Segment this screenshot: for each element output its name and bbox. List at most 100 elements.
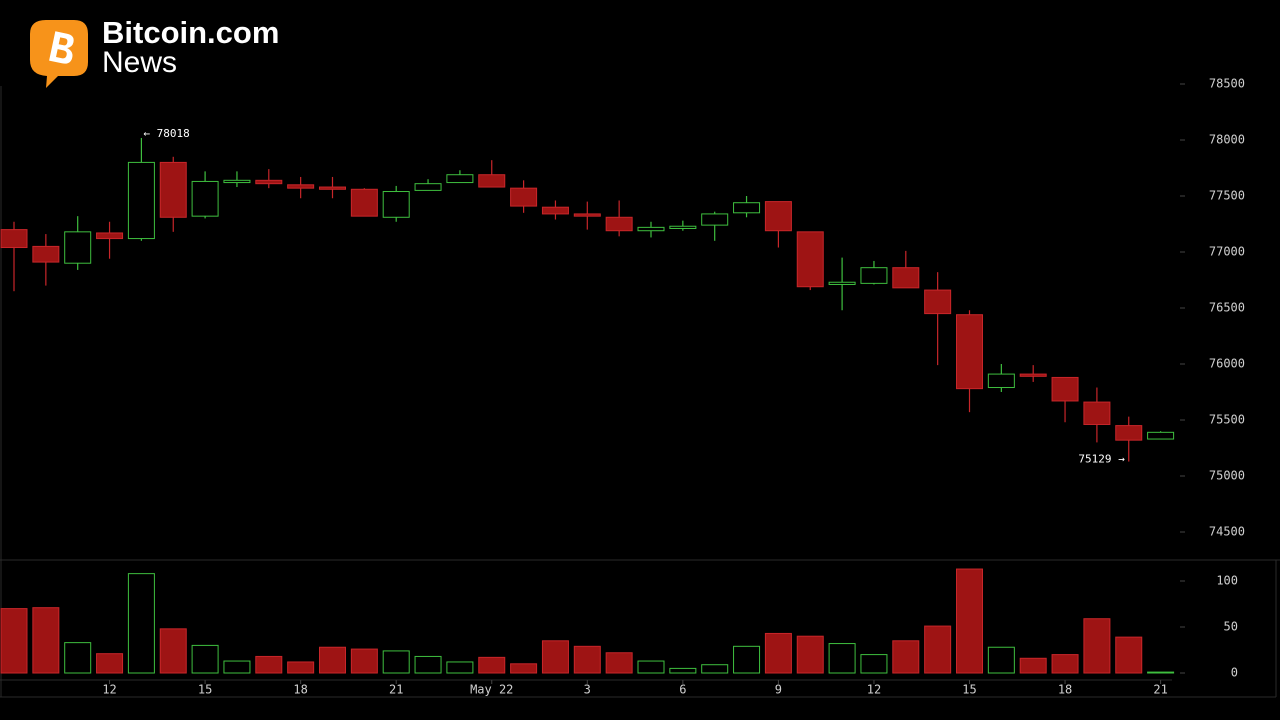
y-tick-label: 74500 [1209, 525, 1245, 539]
candle-body [892, 267, 920, 289]
candle-body [159, 161, 187, 218]
volume-bar [510, 663, 538, 674]
x-tick-label: 12 [867, 683, 881, 697]
y-tick-label: 100 [1216, 574, 1238, 588]
x-tick-label: 18 [1058, 683, 1072, 697]
volume-bar [414, 655, 442, 674]
candle-body [510, 187, 538, 207]
candle-body [733, 202, 761, 214]
volume-bar [1083, 618, 1111, 674]
candle-body [924, 289, 952, 315]
volume-bar [1147, 671, 1175, 674]
candle-body [987, 373, 1015, 389]
volume-bar [0, 608, 28, 674]
candle-body [64, 231, 92, 264]
volume-bar [573, 645, 601, 674]
volume-bar [1019, 657, 1047, 674]
candle-body [255, 179, 283, 185]
volume-bar [701, 664, 729, 674]
x-tick-label: 15 [198, 683, 212, 697]
candle-body [32, 245, 60, 263]
volume-bar [159, 628, 187, 674]
x-tick-label: 12 [102, 683, 116, 697]
volume-bar [32, 607, 60, 674]
candle-body [669, 225, 697, 229]
volume-bar [733, 645, 761, 674]
volume-bar [541, 640, 569, 674]
y-tick-label: 77500 [1209, 189, 1245, 203]
volume-bar [382, 650, 410, 674]
volume-bar [319, 646, 346, 674]
candle-body [319, 186, 346, 190]
volume-bar [255, 655, 283, 674]
y-tick-label: 75500 [1209, 413, 1245, 427]
volume-bar [350, 648, 378, 674]
volume-bar [127, 573, 155, 674]
candle-body [446, 174, 474, 184]
candle-body [637, 226, 665, 232]
volume-bar [796, 635, 824, 674]
y-tick-label: 76000 [1209, 357, 1245, 371]
candle-body [541, 206, 569, 215]
annotation: ← 78018 [143, 127, 189, 140]
candle-body [860, 267, 888, 284]
x-tick-label: 6 [679, 683, 686, 697]
candle-body [478, 174, 506, 188]
x-tick-label: 18 [293, 683, 307, 697]
volume-bar [637, 660, 665, 674]
candle-body [223, 179, 251, 184]
logo-badge [30, 20, 88, 88]
candle-body [287, 184, 315, 189]
candle-body [1051, 376, 1079, 402]
volume-bar [956, 568, 983, 674]
y-tick-label: 75000 [1209, 469, 1245, 483]
candle-body [828, 281, 856, 285]
volume-bar [96, 653, 124, 674]
candle-body [127, 161, 155, 240]
candle-body [764, 201, 792, 232]
x-tick-label: 3 [584, 683, 591, 697]
volume-bar [287, 661, 315, 674]
candle-body [956, 314, 983, 390]
brand: Bitcoin.com [102, 15, 279, 50]
candle-body [1083, 401, 1111, 425]
logo: Bitcoin.com News [30, 15, 279, 88]
y-tick-label: 76500 [1209, 301, 1245, 315]
volume-bar [1115, 636, 1143, 674]
candle-body [573, 213, 601, 217]
volume-bar [1051, 654, 1079, 674]
volume-bar [892, 640, 920, 674]
x-tick-label: 9 [775, 683, 782, 697]
volume-bar [764, 632, 792, 674]
annotation: 75129 → [1078, 453, 1125, 466]
candle-body [1019, 373, 1047, 377]
y-tick-label: 0 [1231, 666, 1238, 680]
candle-body [191, 180, 219, 217]
x-tick-label: 15 [962, 683, 976, 697]
brand-sub: News [102, 46, 177, 79]
candle-body [605, 216, 633, 232]
volume-bar [64, 642, 92, 674]
volume-bar [191, 644, 219, 674]
volume-bar [446, 661, 474, 674]
candle-body [350, 188, 378, 217]
candle-body [414, 183, 442, 191]
candle-body [701, 213, 729, 226]
volume-bar [860, 654, 888, 674]
candle-body [1147, 431, 1175, 440]
volume-bar [478, 656, 506, 674]
x-tick-label: 21 [389, 683, 403, 697]
candle-body [796, 231, 824, 288]
candle-body [1115, 425, 1143, 441]
volume-bar [828, 643, 856, 674]
y-tick-label: 77000 [1209, 245, 1245, 259]
volume-bar [223, 660, 251, 674]
x-tick-label: May 22 [470, 683, 513, 697]
y-tick-label: 50 [1224, 620, 1238, 634]
y-tick-label: 78000 [1209, 133, 1245, 147]
volume-bar [605, 652, 633, 674]
volume-bar [924, 625, 952, 674]
candle-body [382, 191, 410, 218]
logo-glyph [49, 31, 74, 64]
